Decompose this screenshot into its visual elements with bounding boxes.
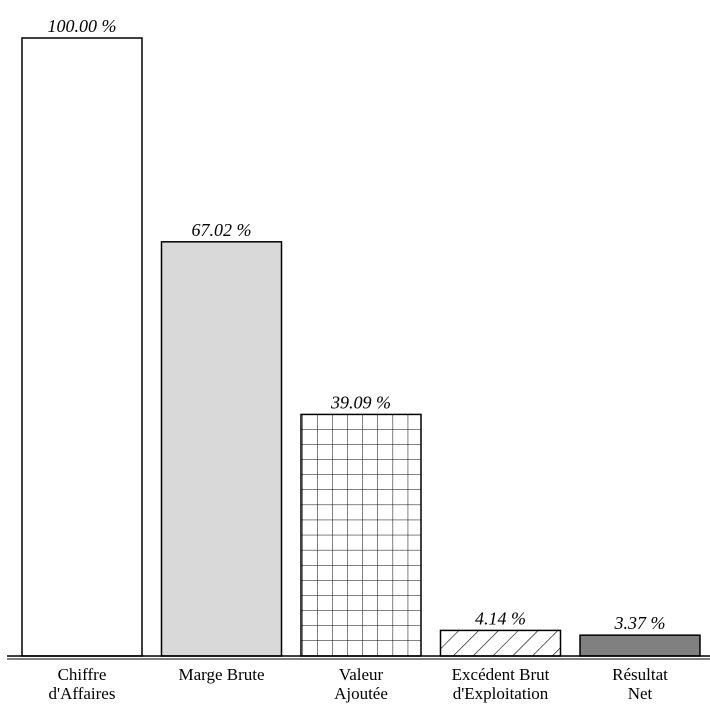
category-tick-label: Excédent Brut bbox=[452, 665, 550, 684]
category-tick-label: Ajoutée bbox=[334, 684, 388, 703]
category-tick-label: Chiffre bbox=[58, 665, 107, 684]
category-tick-label: d'Exploitation bbox=[453, 684, 549, 703]
bar bbox=[21, 37, 143, 657]
category-tick-label: Net bbox=[628, 684, 653, 703]
bar-value-label: 100.00 % bbox=[48, 16, 117, 36]
category-tick-label: Valeur bbox=[339, 665, 384, 684]
bar bbox=[579, 634, 701, 657]
bar bbox=[160, 241, 283, 657]
bar-value-label: 3.37 % bbox=[614, 613, 666, 633]
bar bbox=[300, 413, 422, 657]
bar-value-label: 4.14 % bbox=[475, 608, 526, 628]
category-tick-label: d'Affaires bbox=[49, 684, 116, 703]
category-tick-label: Marge Brute bbox=[178, 665, 264, 684]
bar-value-label: 67.02 % bbox=[192, 220, 252, 240]
category-tick-label: Résultat bbox=[612, 665, 668, 684]
bar-value-label: 39.09 % bbox=[330, 392, 391, 412]
bar bbox=[439, 629, 562, 657]
bars-layer bbox=[21, 37, 701, 657]
baseline-layer bbox=[7, 655, 710, 660]
